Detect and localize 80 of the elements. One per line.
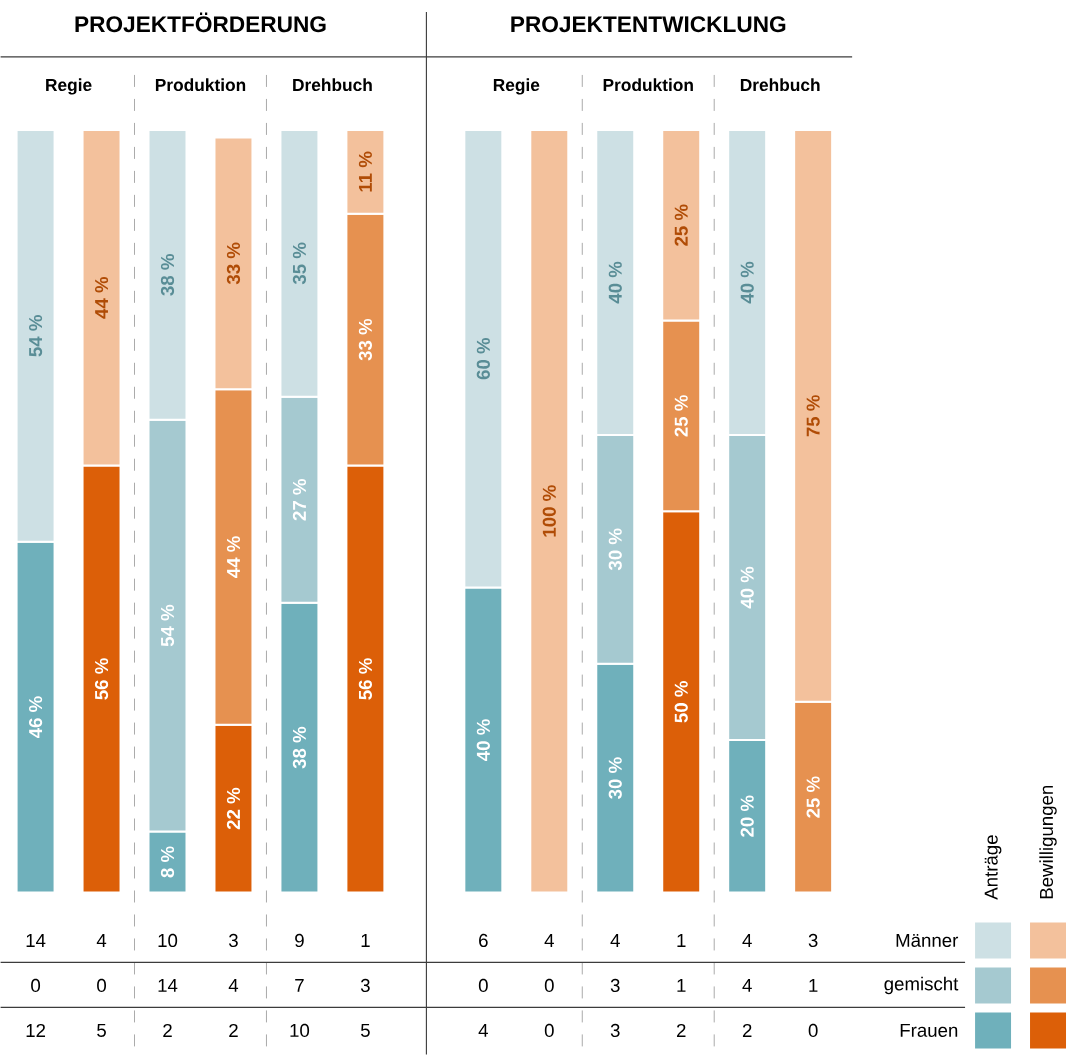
data-label: 44 % (226, 536, 241, 578)
legend-label: Frauen (900, 1023, 958, 1037)
text: 4 (610, 934, 620, 947)
text: 3 (228, 933, 238, 948)
x-tick-label: Drehbuch (293, 78, 372, 92)
text: 0 (544, 978, 554, 993)
x-tick-label: Regie (493, 78, 540, 95)
data-label: 50 % (674, 681, 688, 723)
text: 3 (360, 978, 370, 993)
text: 4 (228, 979, 239, 992)
text: 1 (361, 934, 370, 947)
data-label: 75 % (806, 395, 820, 437)
text: 5 (97, 1023, 106, 1037)
data-label: 40 % (476, 719, 490, 761)
text: 9 (295, 933, 304, 948)
data-label: 11 % (358, 151, 372, 192)
data-label: 30 % (608, 528, 622, 571)
data-label: 30 % (608, 757, 622, 799)
data-label: 27 % (292, 479, 307, 521)
legend-label: Männer (896, 933, 959, 947)
bar (529, 128, 570, 894)
data-label: 46 % (28, 696, 43, 739)
x-tick-label: Produktion (155, 78, 246, 92)
text: 10 (290, 1023, 310, 1038)
text: 2 (229, 1023, 238, 1037)
data-label: 25 % (674, 395, 688, 437)
text: 14 (158, 979, 178, 992)
text: 4 (742, 934, 752, 947)
data-label: 38 % (160, 254, 175, 296)
text: 14 (26, 934, 46, 947)
text: Anträge (984, 835, 1002, 900)
data-label: 40 % (740, 566, 754, 609)
text: 2 (742, 1023, 752, 1037)
data-label: 8 % (160, 846, 175, 878)
data-label: 38 % (292, 726, 307, 769)
x-tick-label: Drehbuch (740, 78, 820, 92)
data-label: 33 % (358, 318, 373, 361)
data-label: 60 % (476, 337, 490, 380)
data-label: 44 % (94, 276, 109, 319)
data-label: 35 % (292, 242, 307, 285)
text: 3 (610, 1023, 620, 1038)
text: 2 (676, 1023, 686, 1037)
text: 1 (809, 979, 818, 992)
text: 1 (677, 934, 686, 947)
text: 1 (677, 979, 686, 992)
text: 0 (31, 978, 41, 993)
x-tick-label: Regie (46, 78, 92, 95)
text: 4 (478, 1024, 488, 1037)
data-label: 33 % (226, 242, 241, 285)
text: 4 (96, 934, 107, 947)
chart-title: PROJEKTENTWICKLUNG (511, 16, 786, 33)
data-label: 20 % (740, 795, 754, 837)
text: 5 (360, 1023, 370, 1037)
data-label: 40 % (740, 261, 754, 304)
data-label: 56 % (358, 658, 373, 700)
text: 3 (610, 978, 620, 993)
data-label: 54 % (160, 604, 175, 647)
data-label: 40 % (608, 261, 622, 304)
text: 7 (295, 979, 304, 992)
data-label: 54 % (29, 315, 43, 357)
text: 10 (158, 933, 178, 948)
data-label: 22 % (226, 787, 241, 830)
data-label: 25 % (806, 776, 820, 818)
text: 12 (26, 1023, 46, 1037)
x-tick-label: Produktion (603, 78, 693, 92)
text: 4 (742, 979, 752, 992)
text: 3 (808, 933, 818, 948)
data-label: 100 % (542, 485, 556, 537)
text: 0 (97, 978, 107, 993)
text: 0 (478, 978, 488, 993)
text: 0 (544, 1023, 554, 1038)
legend-label: gemischt (884, 976, 959, 995)
text: 0 (808, 1023, 818, 1038)
data-label: 25 % (674, 204, 688, 246)
text: 6 (479, 933, 488, 948)
data-label: 56 % (94, 658, 109, 700)
text: 4 (544, 934, 554, 947)
text: Bewilligungen (1039, 785, 1057, 899)
chart-title: PROJEKTFÖRDERUNG (75, 12, 326, 33)
text: 2 (163, 1023, 172, 1037)
